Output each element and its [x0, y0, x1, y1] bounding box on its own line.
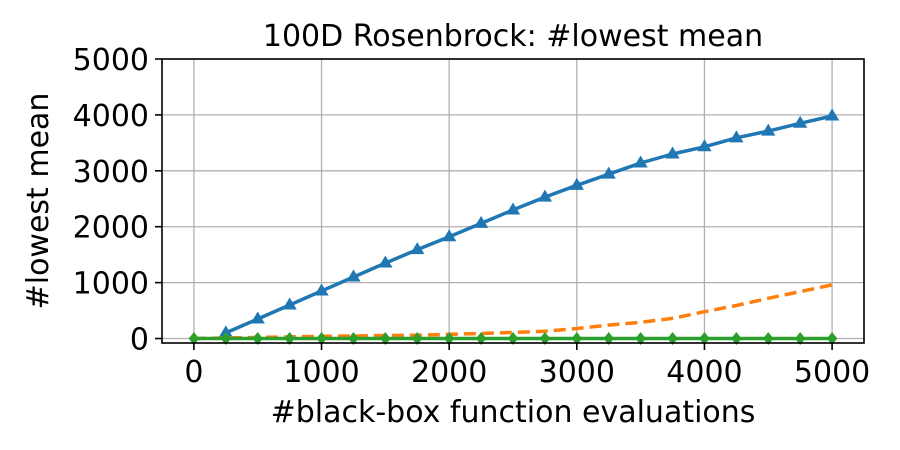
y-tick-label: 2000 — [73, 211, 149, 246]
triangle-marker — [665, 146, 680, 159]
diamond-marker — [763, 332, 774, 346]
triangle-marker — [314, 283, 329, 296]
diamond-marker — [316, 332, 327, 346]
diamond-marker — [380, 332, 391, 346]
triangle-marker — [473, 215, 489, 228]
triangle-marker — [218, 325, 233, 338]
series-2 — [193, 283, 833, 341]
series-line — [225, 114, 833, 335]
triangle-marker — [537, 189, 553, 202]
triangle-marker — [761, 123, 776, 136]
diamond-marker — [412, 332, 423, 346]
triangle-marker — [569, 177, 584, 190]
triangle-marker — [793, 115, 808, 128]
x-tick-label: 3000 — [539, 355, 615, 390]
triangle-marker — [410, 242, 425, 255]
axis-ticks: 0 1000 2000 3000 4000 5000 0 1000 2000 3000 4000 50… — [73, 43, 871, 390]
diamond-marker — [731, 332, 742, 346]
diamond-marker — [220, 332, 232, 346]
x-tick-label: 2000 — [411, 355, 487, 390]
triangle-marker — [729, 130, 744, 143]
y-tick-label: 3000 — [73, 155, 149, 190]
diamond-marker — [667, 332, 678, 346]
diamond-marker — [507, 332, 519, 346]
diamond-marker — [635, 332, 646, 346]
y-tick-label: 1000 — [73, 267, 149, 302]
y-tick-label: 0 — [130, 323, 149, 358]
x-tick-label: 0 — [184, 355, 203, 390]
triangle-marker — [250, 311, 265, 324]
triangle-marker — [697, 139, 712, 152]
diamond-marker — [539, 332, 551, 346]
series-layer — [188, 108, 840, 346]
diamond-marker — [252, 332, 263, 346]
diamond-marker — [348, 332, 359, 346]
diamond-marker — [188, 332, 200, 346]
series-line — [193, 283, 833, 341]
series-1 — [218, 108, 840, 338]
triangle-marker — [601, 166, 616, 179]
triangle-marker — [824, 108, 840, 121]
diamond-marker — [826, 332, 838, 346]
x-tick-label: 1000 — [283, 355, 359, 390]
diamond-marker — [699, 332, 710, 346]
diamond-marker — [571, 332, 583, 346]
series-3 — [188, 332, 838, 346]
y-axis-label: #lowest mean — [21, 93, 56, 310]
x-tick-label: 4000 — [666, 355, 742, 390]
triangle-marker — [282, 297, 297, 310]
x-axis-label: #black-box function evaluations — [271, 395, 756, 430]
diamond-marker — [603, 332, 614, 346]
y-tick-label: 4000 — [73, 99, 149, 134]
x-tick-label: 5000 — [794, 355, 870, 390]
chart-title: 100D Rosenbrock: #lowest mean — [263, 19, 763, 54]
diamond-marker — [475, 332, 487, 346]
diamond-marker — [443, 332, 455, 346]
triangle-marker — [442, 229, 457, 242]
diamond-marker — [284, 332, 295, 346]
triangle-marker — [505, 202, 521, 215]
triangle-marker — [378, 255, 393, 268]
triangle-marker — [346, 269, 361, 282]
y-tick-label: 5000 — [73, 43, 149, 78]
plot-frame — [161, 58, 865, 344]
diamond-marker — [794, 332, 806, 346]
triangle-marker — [633, 155, 648, 168]
